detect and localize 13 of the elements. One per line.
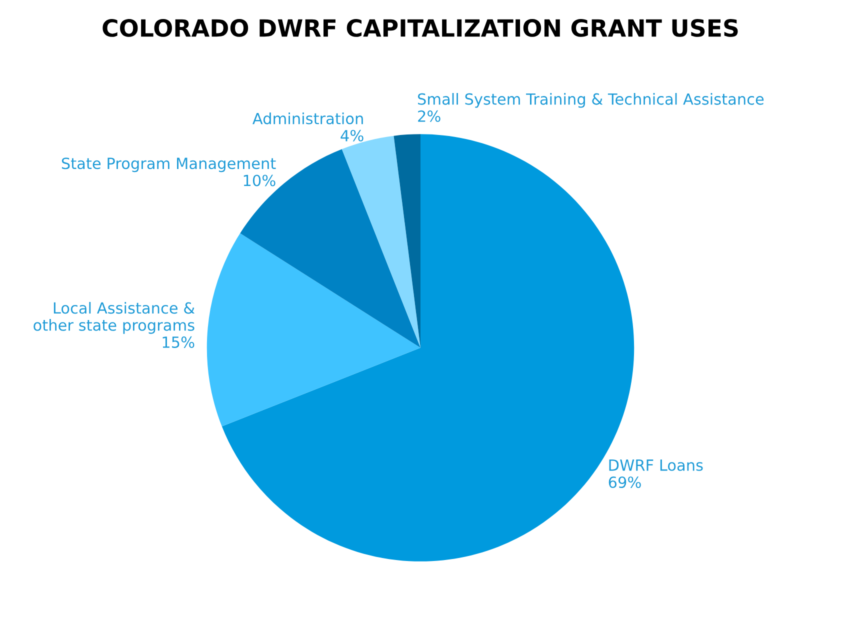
data-label: 69% xyxy=(608,476,641,488)
chart-title: COLORADO DWRF CAPITALIZATION GRANT USES xyxy=(102,19,738,37)
slice-label: Administration xyxy=(252,112,363,124)
slice-label: Local Assistance & other state programs xyxy=(34,302,195,334)
data-label: 15% xyxy=(162,336,194,348)
pie-slice xyxy=(394,134,420,348)
data-label: 10% xyxy=(244,174,276,186)
slice-label: Small System Training & Technical Assistance xyxy=(418,93,764,108)
data-label: 4% xyxy=(340,130,364,142)
slice-label: State Program Management xyxy=(62,158,276,172)
data-label: 2% xyxy=(418,110,440,122)
slice-label: DWRF Loans xyxy=(609,460,703,471)
pie-slice xyxy=(206,233,420,426)
